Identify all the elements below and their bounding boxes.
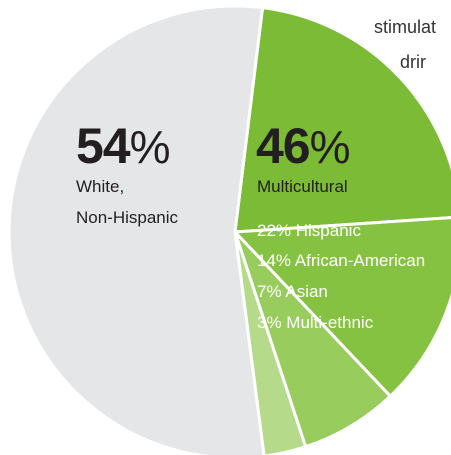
white-label-line-2: Non-Hispanic <box>76 208 179 227</box>
pie-slice-african-american <box>233 216 451 398</box>
multicultural-title: Multicultural <box>257 177 348 196</box>
pie-slices <box>7 4 451 455</box>
white-percent-number: 54 <box>76 118 131 174</box>
multicultural-percent-symbol: % <box>310 121 351 173</box>
cropped-text-line-1: stimulat <box>374 17 436 37</box>
white-percent: 54% <box>76 118 171 174</box>
white-label: 54% White, Non-Hispanic <box>76 118 179 227</box>
multicultural-percent-number: 46 <box>256 118 310 174</box>
pie-slice-multi-ethnic <box>233 230 308 455</box>
multicultural-label: 46% Multicultural 22% Hispanic 14% Afric… <box>256 118 425 332</box>
white-percent-symbol: % <box>130 121 171 173</box>
cropped-text-line-2: drir <box>400 52 426 72</box>
white-label-line-1: White, <box>76 177 124 196</box>
pie-slice-hispanic <box>233 6 451 234</box>
pie-slice-white-non-hispanic <box>7 4 266 455</box>
breakdown-hispanic: 22% Hispanic <box>257 221 361 240</box>
multicultural-percent: 46% <box>256 118 351 174</box>
breakdown-multi-ethnic: 3% Multi-ethnic <box>257 313 374 332</box>
breakdown-african-american: 14% African-American <box>257 251 425 270</box>
breakdown-asian: 7% Asian <box>257 282 328 301</box>
